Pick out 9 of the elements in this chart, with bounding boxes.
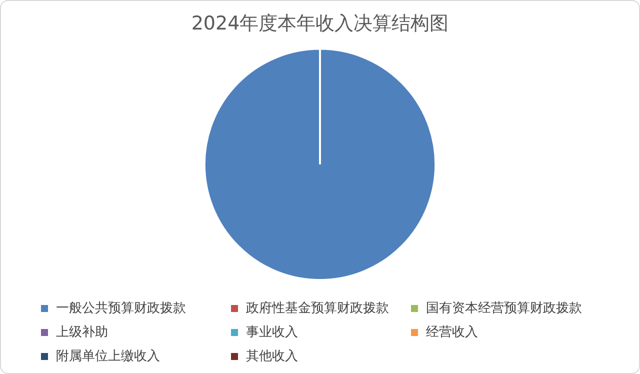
- legend-label: 一般公共预算财政拨款: [56, 300, 186, 317]
- legend-label: 事业收入: [246, 324, 298, 341]
- legend-label: 经营收入: [426, 324, 478, 341]
- legend-label: 其他收入: [246, 348, 298, 365]
- legend-label: 政府性基金预算财政拨款: [246, 300, 389, 317]
- legend-label: 附属单位上缴收入: [56, 348, 160, 365]
- legend-label: 上级补助: [56, 324, 108, 341]
- chart-title: 2024年度本年收入决算结构图: [191, 12, 449, 34]
- legend-label: 国有资本经营预算财政拨款: [426, 300, 582, 317]
